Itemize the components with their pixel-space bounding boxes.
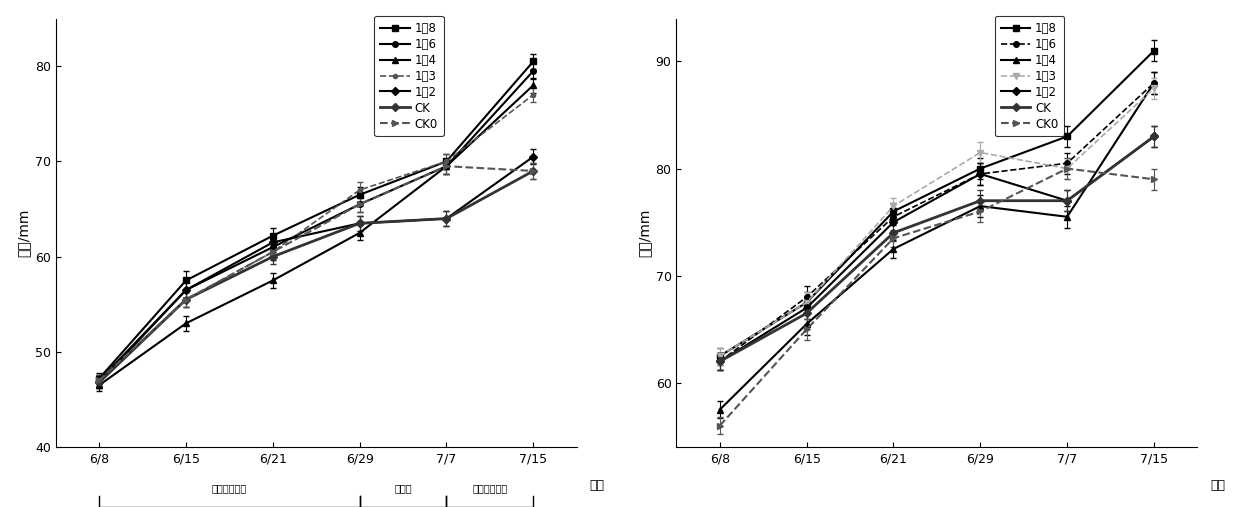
Y-axis label: 横径/mm: 横径/mm <box>16 209 31 257</box>
Text: 第一次生长期: 第一次生长期 <box>212 484 247 494</box>
Text: 日期: 日期 <box>1210 479 1225 492</box>
Y-axis label: 纵径/mm: 纵径/mm <box>637 209 651 257</box>
Legend: 1：8, 1：6, 1：4, 1：3, 1：2, CK, CK0: 1：8, 1：6, 1：4, 1：3, 1：2, CK, CK0 <box>374 16 444 136</box>
Text: 第二次生长期: 第二次生长期 <box>472 484 507 494</box>
Text: 日期: 日期 <box>590 479 605 492</box>
Text: 休眠期: 休眠期 <box>394 484 412 494</box>
Legend: 1：8, 1：6, 1：4, 1：3, 1：2, CK, CK0: 1：8, 1：6, 1：4, 1：3, 1：2, CK, CK0 <box>994 16 1064 136</box>
